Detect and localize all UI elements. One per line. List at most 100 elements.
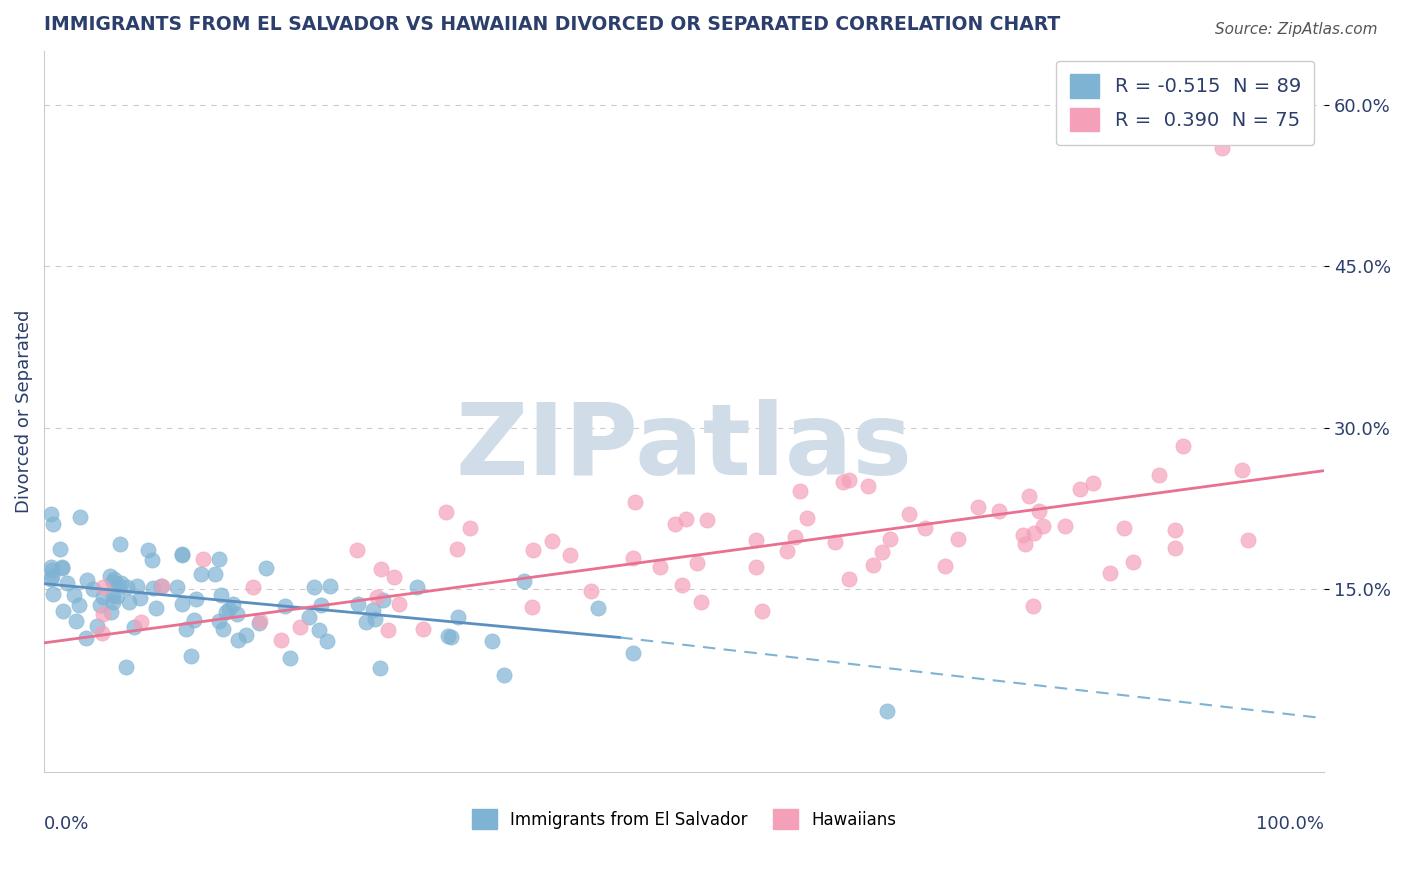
Point — [361, 603, 384, 617]
Point — [650, 559, 672, 574]
Point — [1032, 519, 1054, 533]
Point — [131, 615, 153, 629]
Point — [228, 632, 250, 647]
Point — [215, 605, 238, 619]
Point — [934, 558, 956, 573]
Point — [745, 533, 768, 547]
Point — [751, 604, 773, 618]
Point — [91, 591, 114, 605]
Point — [354, 615, 377, 629]
Point — [62, 588, 84, 602]
Point — [186, 591, 208, 606]
Point — [838, 572, 860, 586]
Point — [127, 579, 149, 593]
Point — [1164, 523, 1187, 537]
Point — [76, 574, 98, 588]
Point — [783, 531, 806, 545]
Point — [621, 646, 644, 660]
Point — [39, 572, 62, 586]
Point — [105, 589, 128, 603]
Point — [103, 572, 125, 586]
Point — [254, 561, 277, 575]
Point — [446, 542, 468, 557]
Point — [481, 634, 503, 648]
Point — [1122, 555, 1144, 569]
Point — [621, 551, 644, 566]
Point — [226, 607, 249, 621]
Point — [437, 629, 460, 643]
Point — [686, 556, 709, 570]
Point — [190, 567, 212, 582]
Text: 0.0%: 0.0% — [44, 815, 90, 833]
Text: ZIPatlas: ZIPatlas — [456, 399, 912, 496]
Point — [174, 622, 197, 636]
Point — [856, 479, 879, 493]
Point — [142, 581, 165, 595]
Point — [458, 521, 481, 535]
Point — [1230, 463, 1253, 477]
Point — [1012, 528, 1035, 542]
Point — [371, 593, 394, 607]
Point — [39, 560, 62, 574]
Point — [108, 537, 131, 551]
Point — [41, 516, 63, 531]
Point — [1164, 541, 1187, 555]
Point — [948, 533, 970, 547]
Point — [298, 610, 321, 624]
Point — [1028, 503, 1050, 517]
Point — [209, 588, 232, 602]
Point — [1021, 599, 1043, 613]
Point — [346, 543, 368, 558]
Point — [136, 543, 159, 558]
Point — [180, 648, 202, 663]
Point — [114, 660, 136, 674]
Point — [789, 483, 811, 498]
Point — [745, 560, 768, 574]
Point — [69, 510, 91, 524]
Point — [1237, 533, 1260, 547]
Point — [412, 622, 434, 636]
Text: Source: ZipAtlas.com: Source: ZipAtlas.com — [1215, 22, 1378, 37]
Point — [103, 574, 125, 589]
Point — [832, 475, 855, 489]
Text: IMMIGRANTS FROM EL SALVADOR VS HAWAIIAN DIVORCED OR SEPARATED CORRELATION CHART: IMMIGRANTS FROM EL SALVADOR VS HAWAIIAN … — [44, 15, 1060, 34]
Point — [39, 507, 62, 521]
Point — [107, 578, 129, 592]
Point — [166, 580, 188, 594]
Point — [1014, 537, 1036, 551]
Point — [967, 500, 990, 514]
Point — [90, 625, 112, 640]
Point — [914, 521, 936, 535]
Point — [513, 574, 536, 588]
Point — [56, 576, 79, 591]
Point — [382, 570, 405, 584]
Point — [872, 545, 894, 559]
Point — [278, 651, 301, 665]
Point — [117, 580, 139, 594]
Point — [624, 495, 647, 509]
Point — [110, 576, 132, 591]
Point — [204, 567, 226, 582]
Point — [898, 508, 921, 522]
Point — [862, 558, 884, 572]
Point — [100, 605, 122, 619]
Point — [274, 599, 297, 613]
Point — [520, 600, 543, 615]
Point — [51, 560, 73, 574]
Point — [91, 607, 114, 622]
Point — [218, 602, 240, 616]
Point — [51, 560, 73, 574]
Point — [1112, 521, 1135, 535]
Point — [208, 551, 231, 566]
Point — [370, 562, 392, 576]
Point — [42, 587, 65, 601]
Point — [193, 552, 215, 566]
Point — [366, 591, 388, 605]
Point — [377, 623, 399, 637]
Point — [690, 595, 713, 609]
Point — [664, 516, 686, 531]
Point — [387, 598, 409, 612]
Point — [879, 532, 901, 546]
Point — [492, 668, 515, 682]
Point — [150, 579, 173, 593]
